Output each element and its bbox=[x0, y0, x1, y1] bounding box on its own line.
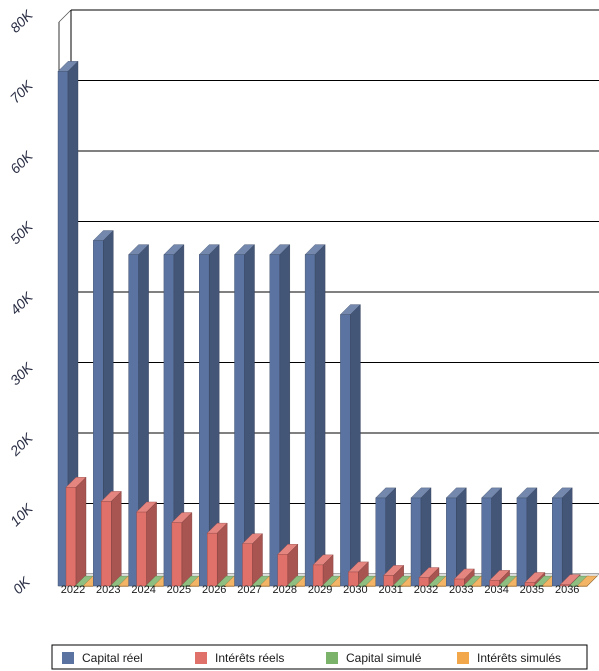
legend-swatch bbox=[62, 652, 74, 664]
bar-front bbox=[136, 511, 147, 587]
bar bbox=[171, 512, 193, 587]
x-tick-label: 2027 bbox=[237, 584, 261, 596]
x-tick-label: 2022 bbox=[61, 584, 85, 596]
bar-front bbox=[171, 522, 183, 587]
bar bbox=[481, 487, 503, 587]
bar bbox=[339, 304, 361, 587]
bar-front bbox=[101, 501, 112, 587]
bar bbox=[304, 244, 326, 587]
bar-front bbox=[304, 254, 316, 587]
legend-item: Intérêts réels bbox=[195, 651, 284, 665]
y-tick-label: 60K bbox=[7, 147, 36, 176]
bar bbox=[277, 543, 299, 587]
legend-swatch bbox=[195, 652, 207, 664]
x-tick-label: 2033 bbox=[449, 584, 473, 596]
bar-front bbox=[375, 497, 386, 587]
bar-front bbox=[552, 497, 563, 587]
bar bbox=[128, 244, 150, 587]
bar-side bbox=[562, 487, 573, 587]
legend-label: Capital réel bbox=[82, 651, 143, 665]
y-tick-label: 0K bbox=[10, 573, 34, 597]
bar bbox=[375, 487, 397, 587]
legend-label: Capital simulé bbox=[346, 651, 422, 665]
legend-swatch bbox=[457, 652, 469, 664]
x-tick-label: 2026 bbox=[202, 584, 226, 596]
legend-box bbox=[51, 644, 588, 670]
legend-label: Intérêts réels bbox=[215, 651, 284, 665]
bar-front bbox=[446, 497, 457, 587]
bar-side bbox=[350, 304, 361, 587]
x-tick-label: 2025 bbox=[167, 584, 191, 596]
legend-item: Capital réel bbox=[62, 651, 143, 665]
y-ticks: 0K 10K 20K 30K 40K 50K 60K 70K 80K bbox=[6, 6, 36, 597]
bar-front bbox=[340, 314, 351, 587]
x-tick-label: 2035 bbox=[520, 584, 544, 596]
bar-front bbox=[269, 254, 280, 587]
bars bbox=[57, 60, 598, 587]
x-ticks: 2022 2023 2024 2025 2026 2027 2028 2029 2030 2031… bbox=[61, 584, 580, 596]
x-tick-label: 2024 bbox=[131, 584, 155, 596]
legend-label: Intérêts simulés bbox=[477, 651, 561, 665]
bar-side bbox=[279, 244, 290, 587]
bar-front bbox=[516, 497, 528, 587]
bar-side bbox=[587, 575, 598, 587]
bar-front bbox=[242, 543, 253, 587]
legend: Capital réel Intérêts réels Capital simulé… bbox=[51, 644, 588, 670]
y-tick-label: 70K bbox=[7, 77, 36, 106]
gridlines bbox=[58, 9, 599, 587]
bar-front bbox=[65, 487, 77, 587]
bar-side bbox=[181, 512, 193, 587]
bar-front bbox=[277, 554, 288, 587]
y-tick-label: 40K bbox=[7, 288, 36, 317]
bar-side bbox=[75, 476, 87, 587]
bar bbox=[445, 487, 467, 587]
bar bbox=[551, 487, 573, 587]
bar bbox=[576, 575, 598, 587]
bar-side bbox=[146, 501, 157, 587]
bar bbox=[163, 244, 185, 587]
legend-item: Capital simulé bbox=[326, 651, 422, 665]
y-tick-label: 80K bbox=[7, 6, 36, 35]
x-tick-label: 2036 bbox=[555, 584, 579, 596]
x-tick-label: 2030 bbox=[343, 584, 367, 596]
y-tick-label: 50K bbox=[7, 218, 36, 247]
y-tick-label: 30K bbox=[7, 359, 36, 388]
bar-front bbox=[312, 564, 324, 587]
bar bbox=[136, 501, 158, 587]
x-tick-label: 2028 bbox=[273, 584, 297, 596]
x-tick-label: 2029 bbox=[308, 584, 332, 596]
bar-side bbox=[526, 487, 538, 587]
bar bbox=[65, 476, 87, 587]
bar bbox=[269, 244, 291, 587]
bar bbox=[242, 533, 263, 587]
bar-side bbox=[314, 244, 326, 587]
y-tick-label: 20K bbox=[6, 429, 36, 459]
bar bbox=[383, 564, 405, 587]
bar bbox=[57, 60, 79, 587]
bar bbox=[100, 490, 122, 587]
bar-side bbox=[111, 490, 122, 587]
bar bbox=[489, 569, 511, 587]
bar bbox=[516, 487, 538, 587]
bar-front bbox=[410, 497, 422, 587]
legend-item: Intérêts simulés bbox=[457, 651, 561, 665]
y-tick-label: 10K bbox=[7, 500, 36, 529]
bar-front bbox=[481, 497, 492, 587]
bar-front bbox=[234, 254, 245, 587]
x-tick-label: 2034 bbox=[484, 584, 508, 596]
bar bbox=[198, 244, 220, 587]
bar-front bbox=[206, 532, 218, 587]
bar bbox=[206, 522, 228, 587]
legend-swatch bbox=[326, 652, 338, 664]
x-tick-label: 2031 bbox=[378, 584, 402, 596]
x-tick-label: 2023 bbox=[96, 584, 120, 596]
gridline-depth bbox=[58, 9, 72, 23]
x-tick-label: 2032 bbox=[414, 584, 438, 596]
